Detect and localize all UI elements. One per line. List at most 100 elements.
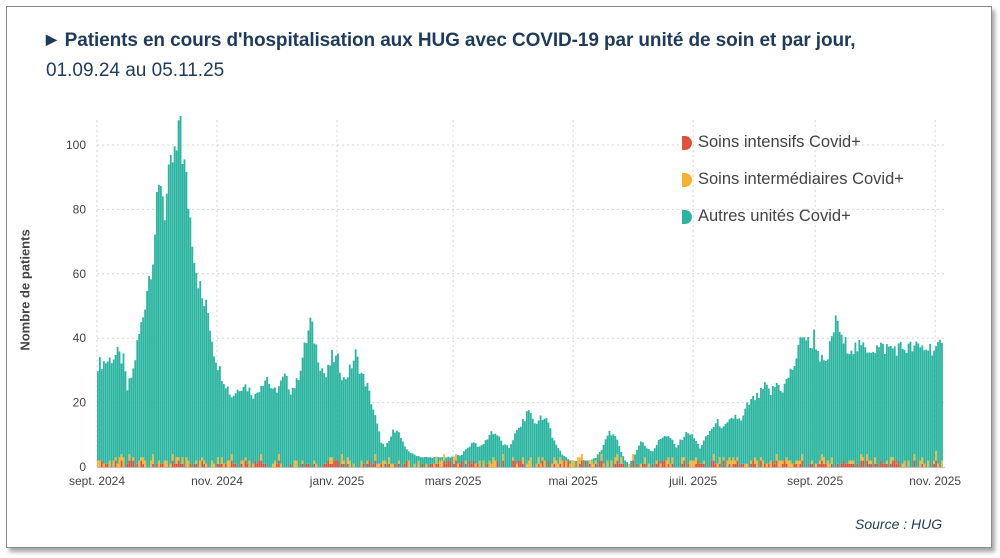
bar-autres-unites: [114, 354, 117, 458]
legend-item-autres-unites[interactable]: Autres unités Covid+: [682, 198, 904, 235]
bar-autres-unites: [899, 341, 902, 467]
bar-autres-unites: [281, 376, 284, 467]
bar-soins-intermediaires: [329, 457, 331, 464]
bar-autres-unites: [817, 350, 819, 464]
bar-autres-unites: [781, 392, 784, 461]
bar-soins-intensifs: [773, 463, 776, 467]
bar-autres-unites: [610, 435, 613, 461]
bar-soins-intensifs: [496, 460, 499, 467]
bar-soins-intensifs: [703, 463, 705, 467]
bar-autres-unites: [118, 351, 121, 458]
bar-soins-intensifs: [104, 463, 107, 467]
bar-autres-unites: [486, 439, 489, 464]
bar-soins-intermediaires: [203, 460, 206, 464]
bar-autres-unites: [793, 366, 796, 464]
bar-autres-unites: [106, 361, 109, 464]
bar-soins-intermediaires: [541, 457, 544, 461]
bar-autres-unites: [785, 378, 788, 458]
bar-autres-unites: [451, 456, 453, 467]
bar-soins-intensifs: [136, 463, 139, 467]
bar-autres-unites: [634, 454, 636, 467]
bar-soins-intermediaires: [407, 460, 410, 467]
bar-soins-intensifs: [130, 460, 133, 467]
bar-autres-unites: [382, 443, 385, 461]
legend-item-soins-intermediaires[interactable]: Soins intermédiaires Covid+: [682, 161, 904, 198]
bar-autres-unites: [417, 456, 420, 461]
bar-autres-unites: [736, 418, 739, 458]
bar-autres-unites: [352, 360, 355, 464]
bar-autres-unites: [716, 419, 719, 464]
bar-soins-intensifs: [636, 463, 638, 467]
bar-autres-unites: [462, 451, 465, 467]
bar-soins-intensifs: [329, 463, 331, 467]
bar-soins-intermediaires: [862, 457, 865, 461]
bar-soins-intermediaires: [592, 463, 595, 467]
bar-soins-intensifs: [449, 460, 451, 467]
bar-autres-unites: [742, 415, 745, 464]
bar-soins-intermediaires: [754, 457, 756, 464]
bar-autres-unites: [97, 371, 99, 461]
bar-autres-unites: [476, 446, 479, 464]
bar-autres-unites: [510, 444, 512, 467]
bar-soins-intermediaires: [112, 460, 115, 467]
bar-soins-intensifs: [325, 463, 328, 467]
bar-autres-unites: [415, 456, 418, 467]
bar-soins-intensifs: [547, 460, 550, 467]
bar-soins-intermediaires: [376, 463, 379, 467]
bar-soins-intermediaires: [760, 457, 762, 461]
chart-subtitle: 01.09.24 au 05.11.25: [46, 60, 225, 81]
bar-soins-intermediaires: [97, 460, 99, 467]
bar-soins-intermediaires: [220, 457, 223, 464]
bar-soins-intensifs: [771, 460, 774, 467]
bar-soins-intermediaires: [744, 463, 747, 467]
x-tick-label: mai 2025: [548, 474, 598, 488]
bar-soins-intermediaires: [695, 457, 697, 464]
bar-soins-intermediaires: [933, 460, 935, 464]
bar-soins-intensifs: [203, 463, 206, 467]
bar-soins-intermediaires: [919, 460, 922, 467]
bar-soins-intensifs: [795, 463, 798, 467]
bar-soins-intermediaires: [889, 457, 892, 464]
bar-soins-intensifs: [728, 463, 731, 467]
bar-autres-unites: [779, 391, 782, 461]
bar-soins-intensifs: [657, 460, 660, 467]
bar-soins-intermediaires: [730, 460, 733, 467]
bar-soins-intermediaires: [527, 460, 530, 467]
bar-autres-unites: [884, 354, 886, 464]
bar-autres-unites: [545, 418, 548, 467]
bar-soins-intermediaires: [632, 454, 634, 461]
bar-soins-intermediaires: [150, 460, 152, 467]
bar-soins-intermediaires: [171, 454, 174, 461]
bar-soins-intensifs: [278, 460, 280, 467]
bar-soins-intermediaires: [868, 460, 871, 464]
bar-soins-intermediaires: [457, 463, 459, 467]
bar-autres-unites: [640, 441, 642, 464]
bar-autres-unites: [559, 450, 562, 458]
bar-autres-unites: [217, 369, 219, 458]
bar-autres-unites: [791, 369, 794, 464]
bar-autres-unites: [254, 393, 257, 461]
bar-autres-unites: [885, 344, 888, 461]
bar-autres-unites: [154, 234, 156, 467]
bar-soins-intermediaires: [425, 463, 428, 467]
bar-soins-intermediaires: [529, 457, 532, 467]
legend-label: Autres unités Covid+: [698, 207, 851, 225]
bar-autres-unites: [844, 337, 847, 464]
bar-autres-unites: [614, 436, 617, 458]
bar-autres-unites: [169, 155, 172, 464]
bar-autres-unites: [907, 343, 910, 461]
bar-soins-intensifs: [783, 460, 786, 467]
bar-autres-unites: [376, 423, 379, 464]
bar-autres-unites: [618, 446, 621, 464]
bar-soins-intermediaires: [128, 454, 131, 461]
bar-soins-intensifs: [895, 463, 898, 467]
bar-autres-unites: [870, 352, 873, 461]
bar-autres-unites: [362, 373, 365, 464]
legend-item-soins-intensifs[interactable]: Soins intensifs Covid+: [682, 124, 904, 161]
bar-soins-intermediaires: [716, 463, 719, 467]
bar-soins-intermediaires: [374, 454, 377, 461]
bar-soins-intensifs: [868, 463, 871, 467]
bar-soins-intensifs: [866, 460, 869, 467]
bar-autres-unites: [348, 364, 351, 461]
bar-autres-unites: [321, 368, 324, 467]
